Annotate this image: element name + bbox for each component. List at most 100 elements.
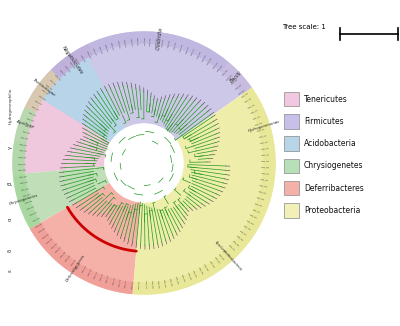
Polygon shape [25, 70, 60, 112]
Text: Hydrogeneophilia: Hydrogeneophilia [8, 88, 12, 125]
Text: Epsilonproteobacteria: Epsilonproteobacteria [214, 241, 242, 272]
Text: Taxon_043: Taxon_043 [24, 124, 32, 128]
Text: Taxon_021: Taxon_021 [130, 37, 132, 47]
Text: Taxon_109: Taxon_109 [261, 160, 270, 162]
Text: Taxon_090: Taxon_090 [208, 260, 215, 268]
Text: Taxon_091: Taxon_091 [214, 257, 220, 264]
Text: Taxon_056: Taxon_056 [26, 205, 35, 210]
Text: Taxon_014: Taxon_014 [173, 41, 177, 50]
Text: Taxon_044: Taxon_044 [22, 130, 31, 134]
Text: Taxon_032: Taxon_032 [64, 65, 70, 73]
Text: Taxon_010: Taxon_010 [196, 50, 202, 59]
Text: Taxon_111: Taxon_111 [260, 147, 269, 150]
Polygon shape [12, 140, 26, 174]
Text: Taxon_068: Taxon_068 [76, 261, 82, 270]
Text: Taxon_100: Taxon_100 [249, 214, 258, 219]
Text: Taxon_058: Taxon_058 [32, 216, 40, 222]
Text: Taxon_103: Taxon_103 [256, 197, 265, 201]
Text: Taxon_106: Taxon_106 [260, 179, 269, 182]
Text: Tenericutes: Tenericutes [304, 95, 348, 104]
Text: Chrysiogenetes: Chrysiogenetes [9, 193, 39, 206]
Text: Taxon_067: Taxon_067 [70, 258, 77, 266]
Text: Taxon_008: Taxon_008 [207, 57, 213, 65]
Text: Chrysiogenetes: Chrysiogenetes [304, 161, 364, 170]
Text: β: β [8, 182, 13, 185]
Polygon shape [13, 163, 144, 229]
Text: Taxon_107: Taxon_107 [261, 173, 270, 175]
Text: Taxon_084: Taxon_084 [175, 276, 179, 285]
Text: Bacilli: Bacilli [229, 71, 243, 84]
Text: Taxon_024: Taxon_024 [110, 41, 114, 50]
FancyBboxPatch shape [284, 181, 299, 195]
Polygon shape [13, 173, 41, 229]
Text: Taxon_046: Taxon_046 [19, 143, 28, 146]
FancyBboxPatch shape [284, 159, 299, 173]
Text: Taxon_017: Taxon_017 [155, 37, 158, 46]
Text: Taxon_028: Taxon_028 [86, 51, 91, 59]
Text: Taxon_110: Taxon_110 [261, 154, 270, 156]
Text: Taxon_089: Taxon_089 [203, 263, 209, 272]
Text: Taxon_088: Taxon_088 [198, 266, 203, 275]
Text: Taxon_013: Taxon_013 [179, 43, 184, 52]
Text: Taxon_054: Taxon_054 [22, 193, 31, 197]
Text: Taxon_096: Taxon_096 [236, 235, 244, 242]
Polygon shape [144, 87, 276, 163]
Text: Taxon_005: Taxon_005 [222, 69, 229, 76]
Text: Taxon_037: Taxon_037 [41, 89, 49, 95]
Polygon shape [36, 31, 252, 163]
Polygon shape [30, 223, 134, 294]
Text: Taxon_072: Taxon_072 [99, 273, 104, 281]
Text: Taxon_095: Taxon_095 [232, 240, 239, 246]
Text: Taxon_060: Taxon_060 [38, 227, 47, 233]
Text: Taxon_087: Taxon_087 [192, 269, 198, 278]
Text: Taxon_039: Taxon_039 [34, 100, 42, 106]
Text: Taxon_049: Taxon_049 [18, 163, 27, 165]
Polygon shape [14, 107, 36, 142]
Text: Negativicutes: Negativicutes [60, 45, 84, 75]
Text: Hydrogenimonas: Hydrogenimonas [248, 120, 280, 133]
Polygon shape [132, 163, 276, 295]
Text: Taxon_020: Taxon_020 [136, 37, 138, 46]
Text: Taxon_098: Taxon_098 [243, 225, 251, 231]
Text: Acidobacteria: Acidobacteria [304, 139, 357, 148]
Text: Taxon_011: Taxon_011 [191, 48, 196, 56]
Text: Taxon_030: Taxon_030 [74, 57, 80, 65]
Text: Taxon_097: Taxon_097 [239, 230, 248, 236]
Text: Taxon_117: Taxon_117 [250, 109, 258, 114]
Text: Taxon_113: Taxon_113 [258, 134, 267, 138]
Text: Taxon_057: Taxon_057 [29, 211, 38, 216]
Text: Taxon_062: Taxon_062 [46, 237, 54, 244]
Text: Clostridia: Clostridia [156, 27, 163, 50]
Text: Taxon_050: Taxon_050 [18, 169, 27, 171]
Text: Taxon_031: Taxon_031 [69, 61, 75, 69]
Text: Proteobacteria: Proteobacteria [304, 206, 360, 215]
Text: Taxon_077: Taxon_077 [132, 280, 134, 289]
Text: Taxon_029: Taxon_029 [80, 54, 86, 62]
Text: Taxon_086: Taxon_086 [187, 272, 191, 280]
Text: Taxon_081: Taxon_081 [157, 279, 160, 288]
Polygon shape [32, 47, 144, 163]
Text: Taxon_101: Taxon_101 [252, 208, 260, 213]
Text: Thermotogae: Thermotogae [32, 78, 56, 97]
Text: Taxon_048: Taxon_048 [18, 156, 27, 158]
Polygon shape [51, 44, 94, 79]
Text: Taxon_055: Taxon_055 [24, 200, 33, 204]
Text: Taxon_012: Taxon_012 [185, 45, 190, 54]
Polygon shape [30, 163, 144, 294]
Text: Taxon_061: Taxon_061 [42, 232, 50, 239]
Polygon shape [242, 87, 276, 163]
Text: Taxon_080: Taxon_080 [151, 280, 153, 289]
Text: Taxon_083: Taxon_083 [169, 277, 172, 286]
Text: Taxon_023: Taxon_023 [117, 40, 120, 49]
Text: Taxon_019: Taxon_019 [143, 37, 144, 46]
Text: Taxon_075: Taxon_075 [118, 278, 122, 287]
Text: Taxon_076: Taxon_076 [125, 279, 128, 288]
Text: Taxon_078: Taxon_078 [138, 280, 140, 289]
Text: Taxon_006: Taxon_006 [217, 65, 224, 72]
Text: Taxon_009: Taxon_009 [202, 53, 208, 62]
Text: Taxon_016: Taxon_016 [161, 38, 164, 47]
Text: Taxon_001: Taxon_001 [238, 88, 246, 95]
Text: Taxon_092: Taxon_092 [218, 253, 225, 260]
Text: Taxon_116: Taxon_116 [252, 115, 261, 120]
Text: Taxon_115: Taxon_115 [255, 121, 264, 126]
